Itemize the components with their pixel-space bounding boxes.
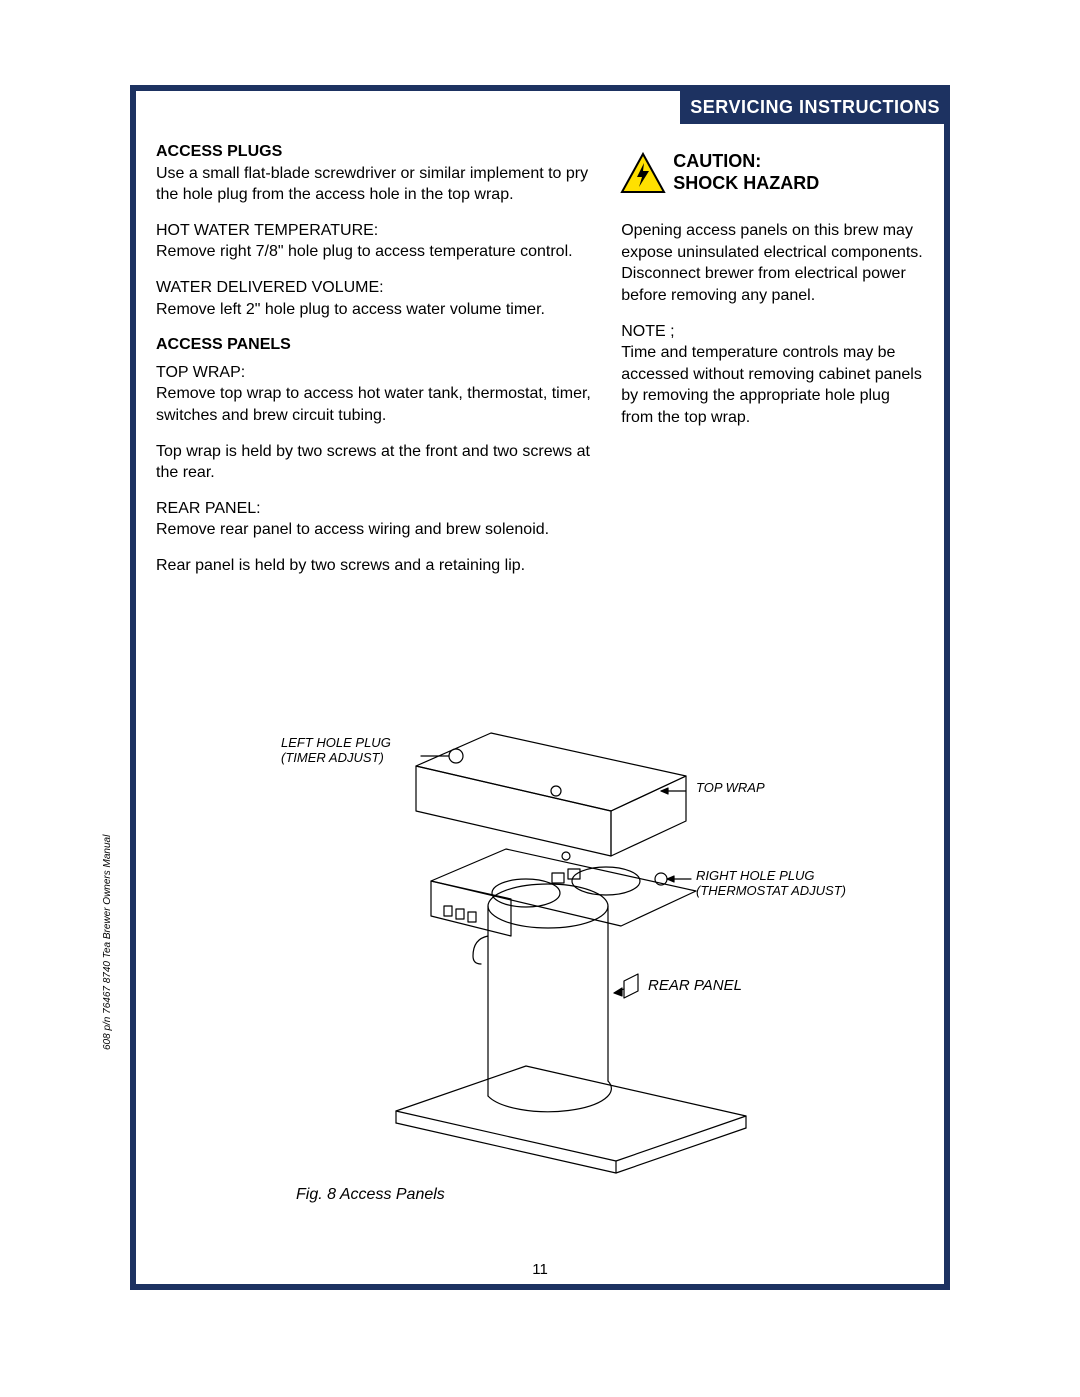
right-column: CAUTION: SHOCK HAZARD Opening access pan…: [621, 141, 924, 591]
label-right-hole-plug: RIGHT HOLE PLUG (THERMOSTAT ADJUST): [696, 869, 846, 899]
page-number: 11: [532, 1261, 548, 1278]
text-p6: Top wrap is held by two screws at the fr…: [156, 441, 601, 484]
note-body: Time and temperature controls may be acc…: [621, 344, 922, 426]
left-column: Access Plugs Use a small flat-blade scre…: [156, 141, 601, 591]
text-p2: Remove right 7/8" hole plug to access te…: [156, 243, 573, 260]
text-p3: Remove left 2" hole plug to access water…: [156, 301, 545, 318]
caution-body: Opening access panels on this brew may e…: [621, 220, 924, 306]
label-rear-panel: REAR PANEL: [648, 977, 742, 994]
text-p5: Remove top wrap to access hot water tank…: [156, 385, 591, 424]
content-area: Access Plugs Use a small flat-blade scre…: [136, 91, 944, 591]
heading-rear-panel: REAR PANEL:: [156, 500, 261, 517]
text-p8: Rear panel is held by two screws and a r…: [156, 555, 601, 577]
caution-subtitle: SHOCK HAZARD: [673, 173, 819, 193]
caution-row: CAUTION: SHOCK HAZARD: [621, 151, 924, 194]
heading-hot-water-temp: HOT WATER TEMPERATURE:: [156, 222, 378, 239]
page-frame: SERVICING INSTRUCTIONS Access Plugs Use …: [130, 85, 950, 1290]
heading-top-wrap: TOP WRAP:: [156, 364, 245, 381]
spine-text: 608 p/n 76467 8740 Tea Brewer Owners Man…: [102, 835, 113, 1050]
shock-hazard-icon: [621, 153, 665, 193]
caution-title: CAUTION:: [673, 151, 761, 171]
heading-access-plugs: Access Plugs: [156, 143, 282, 160]
header-bar: SERVICING INSTRUCTIONS: [680, 91, 950, 124]
text-p1: Use a small flat-blade screwdriver or si…: [156, 165, 588, 204]
heading-access-panels: Access Panels: [156, 336, 291, 353]
figure-caption: Fig. 8 Access Panels: [296, 1186, 445, 1204]
heading-water-volume: WATER DELIVERED VOLUME:: [156, 279, 384, 296]
text-p7: Remove rear panel to access wiring and b…: [156, 521, 549, 538]
label-top-wrap: TOP WRAP: [696, 781, 765, 796]
caution-text: CAUTION: SHOCK HAZARD: [673, 151, 819, 194]
label-left-hole-plug: LEFT HOLE PLUG (TIMER ADJUST): [281, 736, 391, 766]
figure-access-panels: LEFT HOLE PLUG (TIMER ADJUST) TOP WRAP R…: [266, 681, 906, 1161]
note-label: NOTE ;: [621, 323, 674, 340]
